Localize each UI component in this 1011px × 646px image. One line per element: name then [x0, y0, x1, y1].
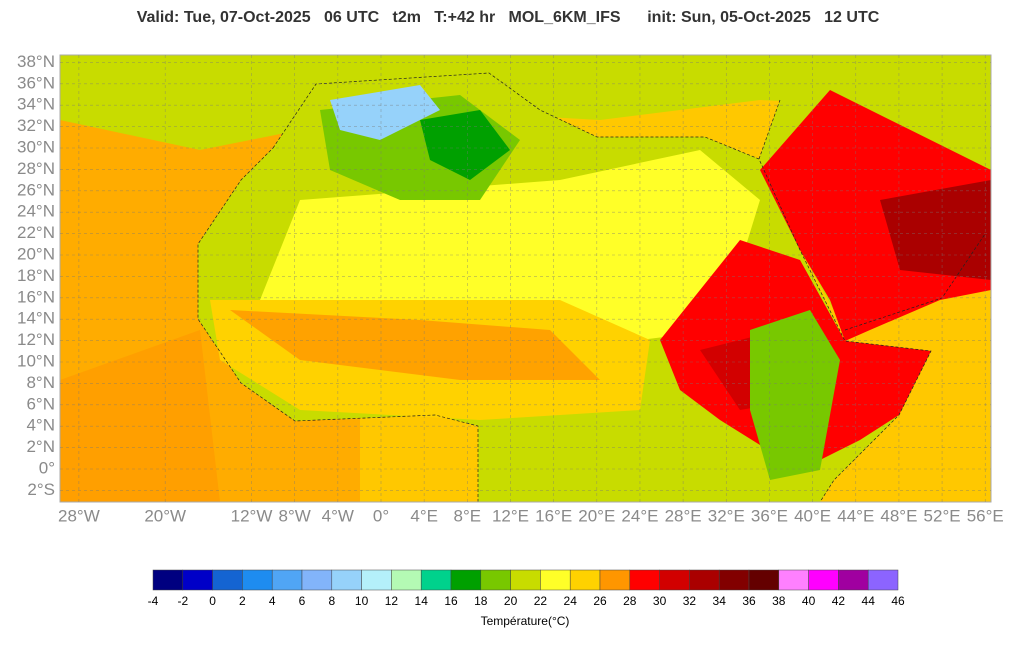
lat-label: 6°N: [26, 394, 55, 413]
lon-label: 8°W: [279, 506, 311, 525]
lat-label: 34°N: [17, 95, 55, 114]
lat-label: 36°N: [17, 73, 55, 92]
map: [60, 55, 991, 502]
colorbar-tick-label: 44: [862, 594, 876, 608]
colorbar-tick-label: 6: [299, 594, 306, 608]
colorbar-tick-label: 0: [209, 594, 216, 608]
colorbar-swatch: [361, 569, 392, 591]
lon-label: 4°W: [322, 506, 354, 525]
colorbar-swatch: [659, 569, 690, 591]
colorbar-tick-label: 32: [683, 594, 697, 608]
lon-label: 16°E: [535, 506, 572, 525]
colorbar-tick-label: 22: [534, 594, 548, 608]
colorbar-tick-label: 4: [269, 594, 276, 608]
lat-label: 32°N: [17, 116, 55, 135]
title: Valid: Tue, 07-Oct-2025 06 UTC t2m T:+42…: [137, 9, 880, 26]
colorbar-swatch: [748, 569, 780, 591]
lon-label: 0°: [373, 506, 389, 525]
lat-label: 8°N: [26, 373, 55, 392]
colorbar-tick-label: 26: [593, 594, 607, 608]
lat-label: 4°N: [26, 416, 55, 435]
lat-label: 2°S: [27, 480, 55, 499]
colorbar-tick-label: 16: [444, 594, 458, 608]
colorbar-tick-label: 20: [504, 594, 518, 608]
lat-label: 2°N: [26, 437, 55, 456]
colorbar-swatch: [569, 569, 601, 591]
colorbar-swatch: [510, 569, 541, 591]
colorbar-swatch: [689, 569, 720, 591]
colorbar-swatch: [629, 569, 660, 591]
colorbar-tick-label: 40: [802, 594, 816, 608]
lat-label: 28°N: [17, 159, 55, 178]
colorbar-swatch: [838, 569, 869, 591]
colorbar-swatch: [778, 569, 809, 591]
colorbar-tick-label: -2: [177, 594, 188, 608]
colorbar-swatch: [450, 569, 482, 591]
lat-label: 14°N: [17, 309, 55, 328]
lon-label: 32°E: [708, 506, 745, 525]
lon-label: 20°W: [144, 506, 186, 525]
colorbar-swatch: [301, 569, 333, 591]
colorbar-swatch: [540, 569, 571, 591]
colorbar-tick-label: 10: [355, 594, 369, 608]
lon-label: 28°E: [665, 506, 702, 525]
colorbar-swatch: [808, 569, 839, 591]
colorbar-swatch: [718, 569, 750, 591]
colorbar-swatch: [242, 569, 273, 591]
lat-label: 20°N: [17, 244, 55, 263]
colorbar-swatch: [271, 569, 303, 591]
colorbar-tick-label: 18: [474, 594, 488, 608]
colorbar-tick-label: 38: [772, 594, 786, 608]
lat-label: 10°N: [17, 351, 55, 370]
colorbar-swatch: [212, 569, 243, 591]
lon-label: 40°E: [794, 506, 831, 525]
lon-label: 52°E: [924, 506, 961, 525]
colorbar-tick-label: 2: [239, 594, 246, 608]
colorbar-tick-label: 28: [623, 594, 637, 608]
colorbar-tick-label: -4: [148, 594, 159, 608]
lat-label: 22°N: [17, 223, 55, 242]
lat-label: 16°N: [17, 287, 55, 306]
lon-label: 20°E: [578, 506, 615, 525]
lon-label: 12°W: [231, 506, 273, 525]
colorbar-tick-label: 12: [385, 594, 399, 608]
lon-label: 4°E: [410, 506, 438, 525]
colorbar-tick-label: 8: [328, 594, 335, 608]
lat-label: 24°N: [17, 202, 55, 221]
colorbar-tick-label: 34: [713, 594, 727, 608]
lon-label: 44°E: [837, 506, 874, 525]
colorbar-swatch: [331, 569, 362, 591]
lat-label: 26°N: [17, 180, 55, 199]
lat-label: 12°N: [17, 330, 55, 349]
colorbar-tick-label: 42: [832, 594, 846, 608]
colorbar-tick-label: 36: [742, 594, 756, 608]
colorbar-swatch: [152, 569, 184, 591]
lon-label: 8°E: [454, 506, 482, 525]
colorbar-title: Température(°C): [481, 614, 570, 628]
colorbar-tick-label: 14: [415, 594, 429, 608]
colorbar-swatch: [599, 569, 631, 591]
lat-label: 18°N: [17, 266, 55, 285]
colorbar-swatch: [391, 569, 422, 591]
lon-label: 24°E: [621, 506, 658, 525]
colorbar-tick-label: 46: [891, 594, 905, 608]
lon-label: 28°W: [58, 506, 100, 525]
lon-label: 56°E: [967, 506, 1004, 525]
lat-label: 30°N: [17, 137, 55, 156]
lon-label: 48°E: [880, 506, 917, 525]
colorbar-tick-label: 24: [564, 594, 578, 608]
colorbar-swatch: [182, 569, 213, 591]
colorbar-tick-label: 30: [653, 594, 667, 608]
colorbar-swatch: [867, 569, 899, 591]
lon-label: 12°E: [492, 506, 529, 525]
colorbar-swatch: [480, 569, 511, 591]
lon-label: 36°E: [751, 506, 788, 525]
lat-label: 0°: [39, 458, 55, 477]
colorbar-swatch: [420, 569, 452, 591]
map-frame: [59, 54, 992, 503]
lat-label: 38°N: [17, 52, 55, 71]
